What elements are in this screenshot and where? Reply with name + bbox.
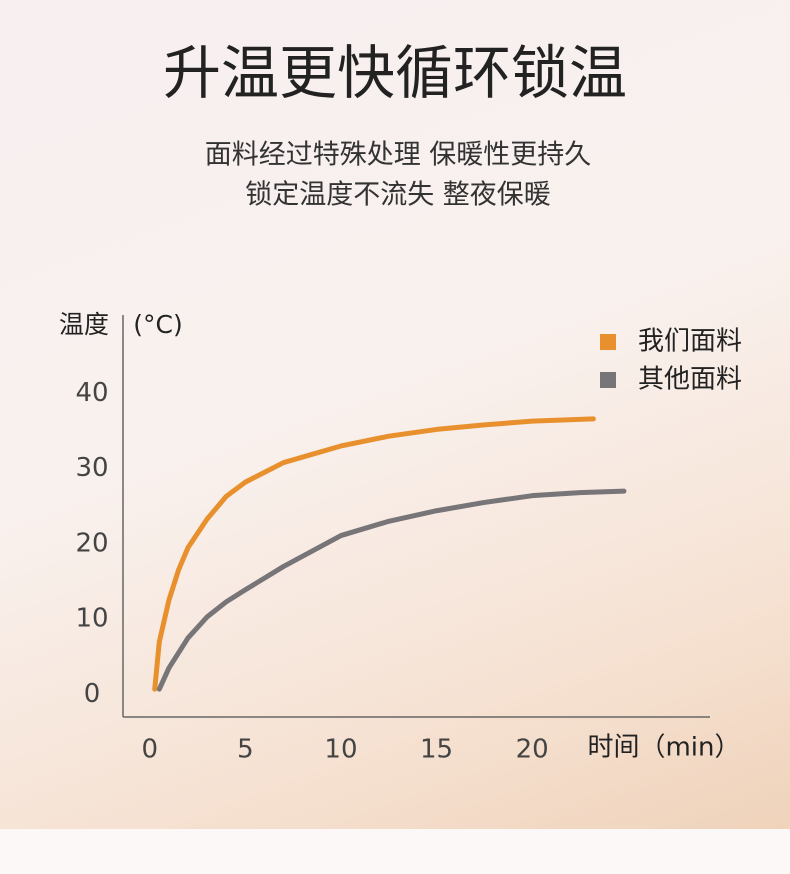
y-axis-label: 温度 (59, 310, 109, 339)
line-series (156, 488, 627, 692)
x-axis-label: 时间（min） (587, 733, 740, 763)
y-tick-label: 30 (75, 453, 108, 483)
legend-label: 其他面料 (638, 365, 742, 395)
y-tick-label: 10 (75, 604, 108, 634)
x-tick-label: 10 (324, 735, 357, 765)
x-tick-label: 0 (141, 735, 158, 765)
legend-label: 我们面料 (638, 327, 742, 357)
x-tick-label: 20 (516, 735, 549, 765)
x-tick-label: 15 (420, 735, 453, 765)
y-tick-label: 0 (84, 679, 101, 709)
y-tick-label: 40 (75, 378, 108, 408)
subtitle: 锁定温度不流失 整夜保暖 (245, 180, 551, 211)
x-tick-label: 5 (237, 735, 254, 765)
line-series (152, 416, 596, 692)
y-axis-unit: (°C) (133, 310, 182, 339)
subtitle: 面料经过特殊处理 保暖性更持久 (205, 140, 592, 171)
legend-swatch (600, 334, 616, 350)
y-tick-label: 20 (75, 528, 108, 558)
legend-swatch (600, 372, 616, 388)
chart-title: 升温更快循环锁温 (163, 39, 627, 107)
